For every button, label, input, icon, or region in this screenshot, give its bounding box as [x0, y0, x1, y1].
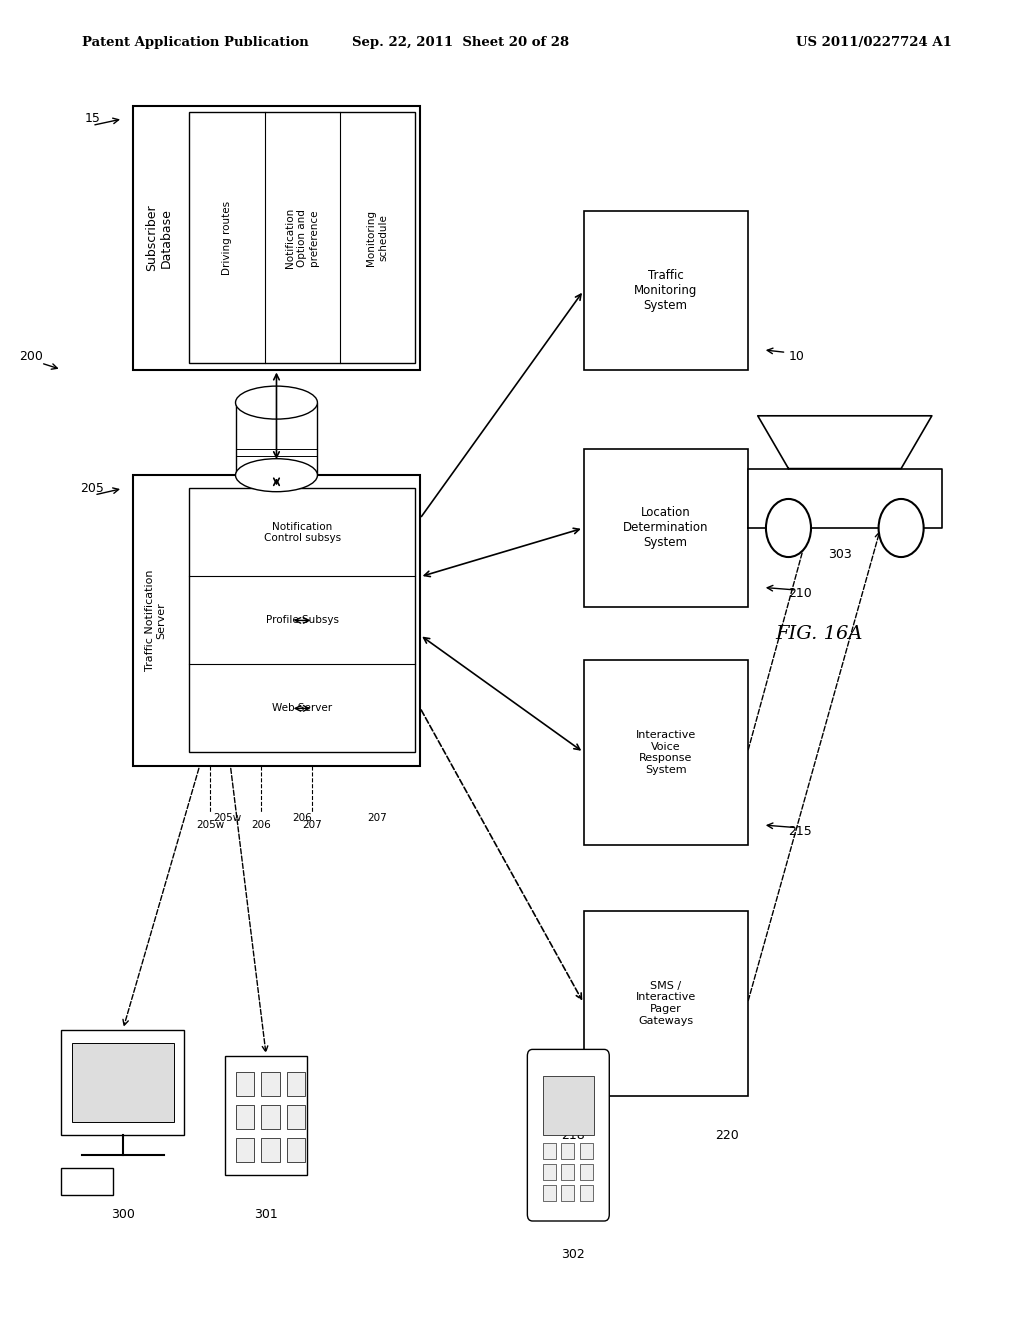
Text: 300: 300: [111, 1208, 135, 1221]
FancyBboxPatch shape: [580, 1143, 593, 1159]
FancyBboxPatch shape: [580, 1185, 593, 1201]
FancyBboxPatch shape: [561, 1185, 574, 1201]
Text: 200: 200: [18, 350, 43, 363]
FancyBboxPatch shape: [61, 1030, 184, 1135]
Text: Interactive
Voice
Response
System: Interactive Voice Response System: [636, 730, 695, 775]
FancyBboxPatch shape: [287, 1105, 305, 1129]
Text: Notification
Control subsys: Notification Control subsys: [263, 521, 341, 544]
FancyBboxPatch shape: [561, 1143, 574, 1159]
Text: Driving routes: Driving routes: [222, 201, 232, 275]
FancyBboxPatch shape: [261, 1072, 280, 1096]
Polygon shape: [748, 469, 942, 528]
FancyBboxPatch shape: [225, 1056, 307, 1175]
FancyBboxPatch shape: [72, 1043, 174, 1122]
FancyBboxPatch shape: [261, 1138, 280, 1162]
FancyBboxPatch shape: [527, 1049, 609, 1221]
Text: 15: 15: [84, 112, 100, 125]
FancyBboxPatch shape: [236, 1072, 254, 1096]
FancyBboxPatch shape: [287, 1072, 305, 1096]
FancyBboxPatch shape: [543, 1185, 556, 1201]
Text: US 2011/0227724 A1: US 2011/0227724 A1: [797, 36, 952, 49]
Ellipse shape: [236, 385, 317, 420]
Text: 205w: 205w: [196, 820, 224, 830]
FancyBboxPatch shape: [543, 1164, 556, 1180]
FancyBboxPatch shape: [236, 403, 317, 475]
Text: Web Server: Web Server: [272, 704, 332, 713]
FancyBboxPatch shape: [261, 1105, 280, 1129]
FancyBboxPatch shape: [584, 211, 748, 370]
Text: 206: 206: [251, 820, 271, 830]
Text: Sep. 22, 2011  Sheet 20 of 28: Sep. 22, 2011 Sheet 20 of 28: [352, 36, 569, 49]
Text: Traffic Notification
Server: Traffic Notification Server: [144, 570, 167, 671]
Text: 205w: 205w: [213, 813, 241, 824]
Text: Notification
Option and
preference: Notification Option and preference: [286, 207, 318, 268]
FancyBboxPatch shape: [584, 911, 748, 1096]
FancyBboxPatch shape: [236, 1105, 254, 1129]
Text: 220: 220: [715, 1129, 739, 1142]
Polygon shape: [758, 416, 932, 469]
FancyBboxPatch shape: [236, 1138, 254, 1162]
Text: 206: 206: [292, 813, 312, 824]
FancyBboxPatch shape: [133, 106, 420, 370]
Text: Patent Application Publication: Patent Application Publication: [82, 36, 308, 49]
FancyBboxPatch shape: [189, 488, 415, 752]
Text: 207: 207: [302, 820, 323, 830]
Ellipse shape: [236, 458, 317, 491]
FancyBboxPatch shape: [584, 449, 748, 607]
FancyBboxPatch shape: [584, 660, 748, 845]
Text: Location
Determination
System: Location Determination System: [623, 507, 709, 549]
Text: 10: 10: [788, 350, 805, 363]
Text: 302: 302: [561, 1247, 586, 1261]
FancyBboxPatch shape: [543, 1143, 556, 1159]
Text: Profile Subsys: Profile Subsys: [265, 615, 339, 626]
Text: Subscriber
Database: Subscriber Database: [144, 205, 173, 271]
FancyBboxPatch shape: [287, 1138, 305, 1162]
Text: Traffic
Monitoring
System: Traffic Monitoring System: [634, 269, 697, 312]
FancyBboxPatch shape: [543, 1076, 594, 1135]
Text: 207: 207: [368, 813, 387, 824]
Circle shape: [879, 499, 924, 557]
Text: 303: 303: [827, 548, 852, 561]
FancyBboxPatch shape: [580, 1164, 593, 1180]
FancyBboxPatch shape: [561, 1164, 574, 1180]
Text: 205: 205: [80, 482, 104, 495]
Text: 210: 210: [788, 587, 812, 601]
Text: SMS /
Interactive
Pager
Gateways: SMS / Interactive Pager Gateways: [636, 981, 695, 1026]
FancyBboxPatch shape: [133, 475, 420, 766]
Circle shape: [766, 499, 811, 557]
FancyBboxPatch shape: [61, 1168, 113, 1195]
Text: Monitoring
schedule: Monitoring schedule: [367, 210, 388, 265]
Text: 215: 215: [788, 825, 812, 838]
FancyBboxPatch shape: [189, 112, 415, 363]
Text: 218: 218: [561, 1129, 586, 1142]
Text: FIG. 16A: FIG. 16A: [775, 624, 863, 643]
Text: 301: 301: [254, 1208, 279, 1221]
